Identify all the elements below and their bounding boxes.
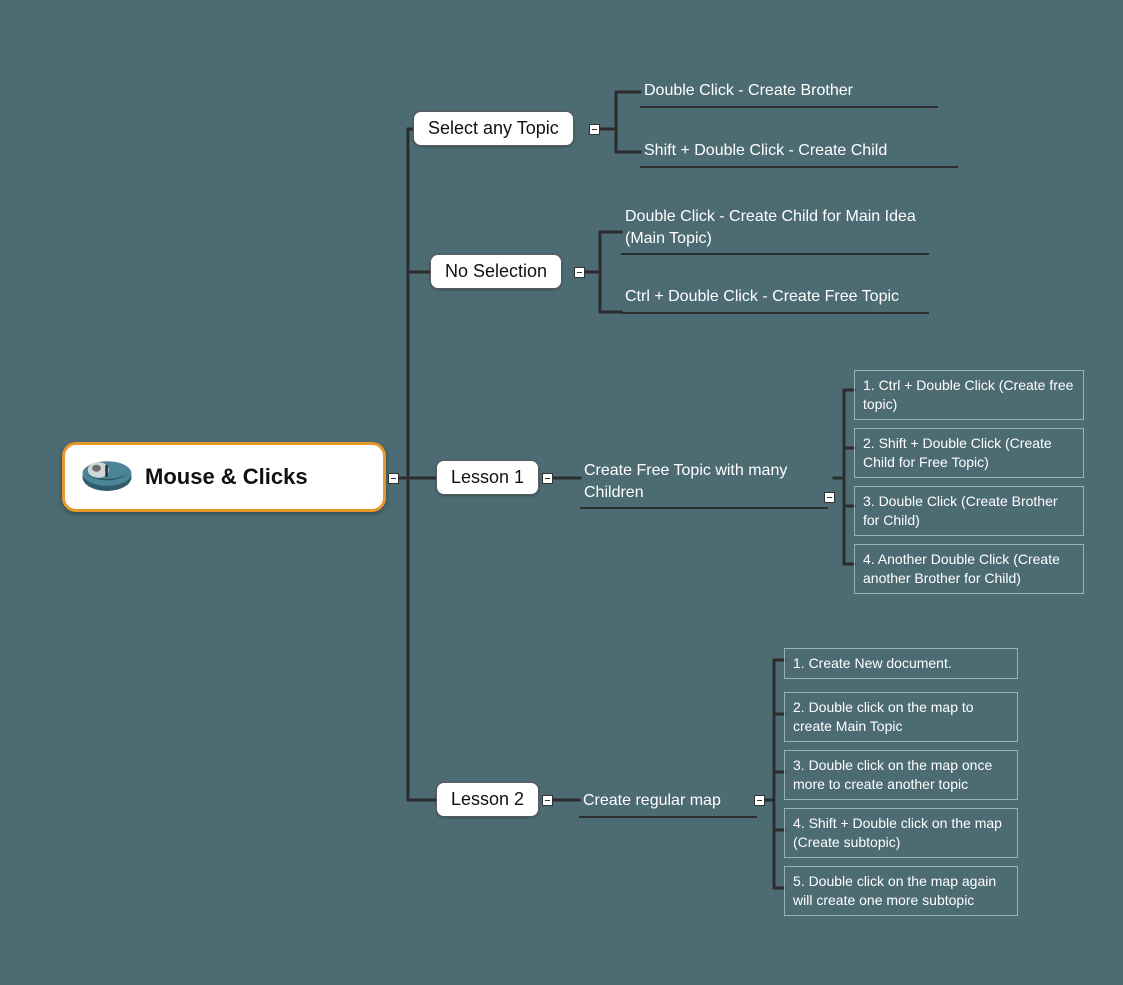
leaf-text: 3. Double click on the map once more to … — [793, 757, 992, 792]
expand-toggle[interactable] — [824, 492, 835, 503]
leaf-text: 1. Create New document. — [793, 655, 952, 671]
leaf-text: 1. Ctrl + Double Click (Create free topi… — [863, 377, 1073, 412]
leaf-text: 2. Double click on the map to create Mai… — [793, 699, 974, 734]
leaf-l2s3[interactable]: 3. Double click on the map once more to … — [784, 750, 1018, 800]
leaf-text: Double Click - Create Child for Main Ide… — [625, 208, 916, 247]
leaf-l1s3[interactable]: 3. Double Click (Create Brother for Chil… — [854, 486, 1084, 536]
topic-label: Lesson 1 — [451, 467, 524, 487]
leaf-text: Double Click - Create Brother — [644, 82, 853, 99]
leaf-text: 2. Shift + Double Click (Create Child fo… — [863, 435, 1052, 470]
leaf-text: Create Free Topic with many Children — [584, 462, 787, 501]
expand-toggle[interactable] — [388, 473, 399, 484]
expand-toggle[interactable] — [754, 795, 765, 806]
topic-select-any-topic[interactable]: Select any Topic — [413, 111, 574, 146]
leaf-text: 4. Another Double Click (Create another … — [863, 551, 1060, 586]
leaf-l1s1[interactable]: 1. Ctrl + Double Click (Create free topi… — [854, 370, 1084, 420]
topic-no-selection[interactable]: No Selection — [430, 254, 562, 289]
leaf-l2s5[interactable]: 5. Double click on the map again will cr… — [784, 866, 1018, 916]
leaf-l2s1[interactable]: 1. Create New document. — [784, 648, 1018, 679]
topic-lesson-1[interactable]: Lesson 1 — [436, 460, 539, 495]
leaf-text: 5. Double click on the map again will cr… — [793, 873, 996, 908]
leaf-text: Shift + Double Click - Create Child — [644, 142, 887, 159]
leaf-l2s4[interactable]: 4. Shift + Double click on the map (Crea… — [784, 808, 1018, 858]
topic-label: No Selection — [445, 261, 547, 281]
leaf-ctrl-free[interactable]: Ctrl + Double Click - Create Free Topic — [621, 286, 929, 314]
expand-toggle[interactable] — [542, 795, 553, 806]
leaf-text: Create regular map — [583, 792, 721, 809]
leaf-dc-main[interactable]: Double Click - Create Child for Main Ide… — [621, 206, 929, 255]
expand-toggle[interactable] — [542, 473, 553, 484]
leaf-l1s2[interactable]: 2. Shift + Double Click (Create Child fo… — [854, 428, 1084, 478]
leaf-dc-brother[interactable]: Double Click - Create Brother — [640, 80, 938, 108]
leaf-l2s2[interactable]: 2. Double click on the map to create Mai… — [784, 692, 1018, 742]
topic-label: Lesson 2 — [451, 789, 524, 809]
leaf-text: 3. Double Click (Create Brother for Chil… — [863, 493, 1058, 528]
expand-toggle[interactable] — [574, 267, 585, 278]
leaf-create-free-topic[interactable]: Create Free Topic with many Children — [580, 460, 828, 509]
root-label: Mouse & Clicks — [145, 464, 308, 490]
leaf-create-regular-map[interactable]: Create regular map — [579, 790, 757, 818]
topic-lesson-2[interactable]: Lesson 2 — [436, 782, 539, 817]
leaf-l1s4[interactable]: 4. Another Double Click (Create another … — [854, 544, 1084, 594]
expand-toggle[interactable] — [589, 124, 600, 135]
leaf-text: 4. Shift + Double click on the map (Crea… — [793, 815, 1002, 850]
leaf-sdc-child[interactable]: Shift + Double Click - Create Child — [640, 140, 958, 168]
mouse-icon — [79, 457, 135, 497]
root-node[interactable]: Mouse & Clicks — [62, 442, 386, 512]
leaf-text: Ctrl + Double Click - Create Free Topic — [625, 288, 899, 305]
topic-label: Select any Topic — [428, 118, 559, 138]
